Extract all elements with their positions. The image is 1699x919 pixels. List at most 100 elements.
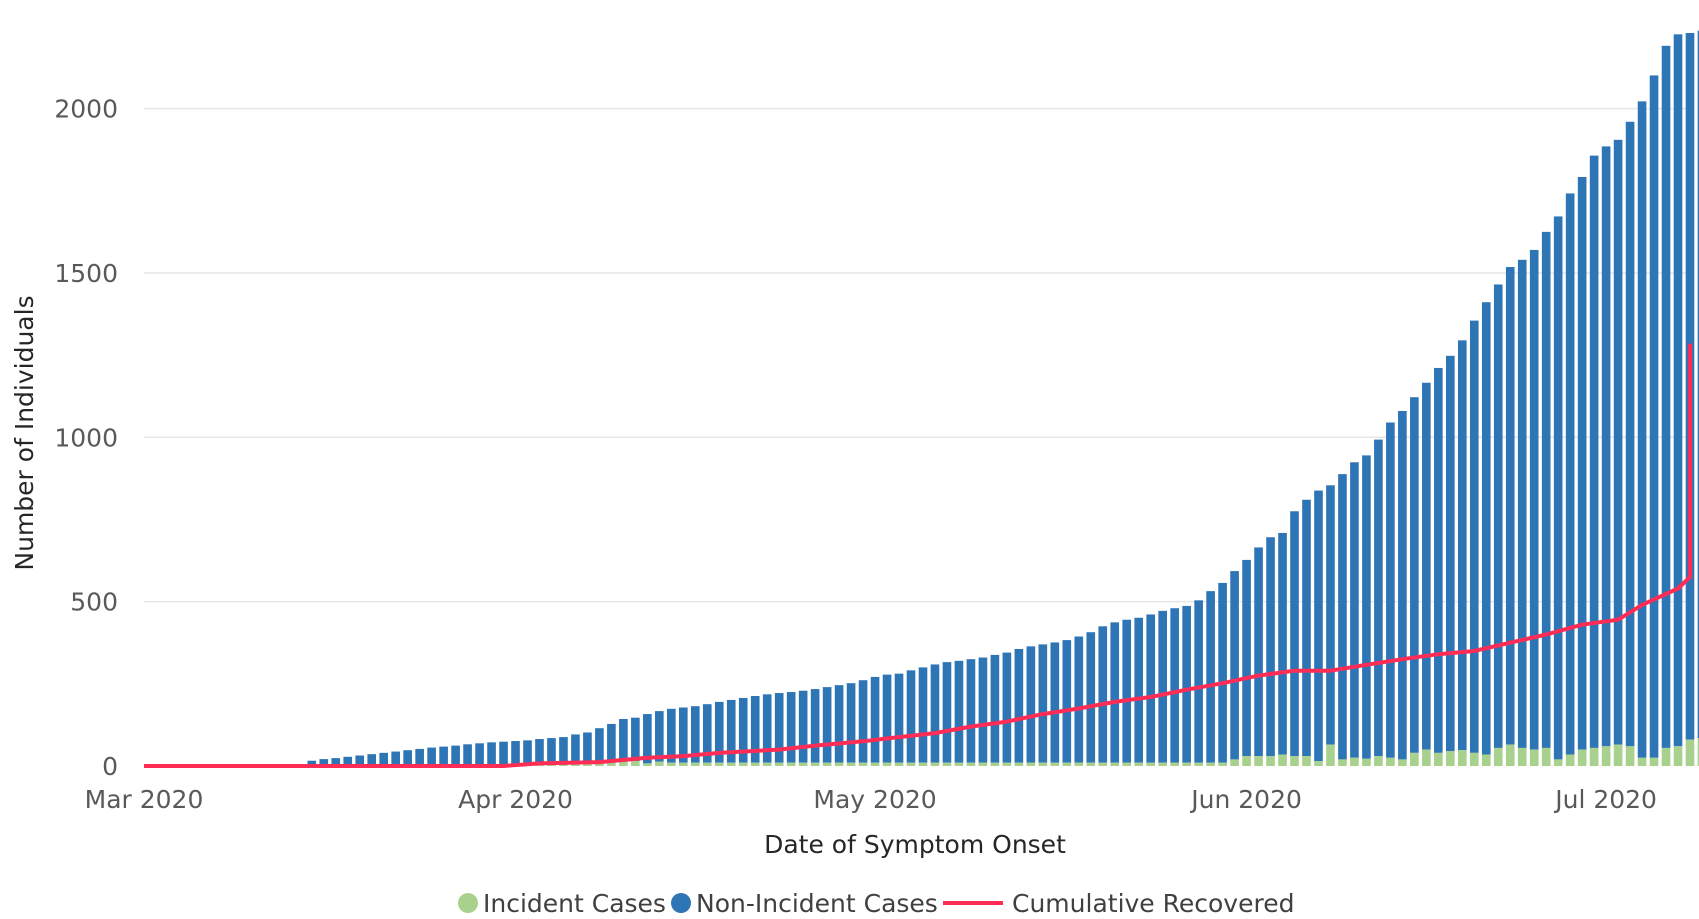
bar-non-incident bbox=[810, 689, 820, 763]
gridlines bbox=[144, 107, 1690, 603]
bar-incident bbox=[1302, 756, 1311, 766]
bar-incident bbox=[547, 765, 556, 766]
bar-non-incident bbox=[1493, 284, 1503, 748]
x-tick-label: Jul 2020 bbox=[1553, 785, 1657, 814]
bar-incident bbox=[1577, 749, 1587, 766]
bar-non-incident bbox=[738, 697, 748, 763]
bar-non-incident bbox=[655, 711, 664, 762]
bar-non-incident bbox=[1410, 397, 1419, 753]
bar-non-incident bbox=[1122, 619, 1132, 763]
bar-incident bbox=[810, 762, 820, 766]
bar-non-incident bbox=[786, 692, 796, 763]
bar-incident bbox=[1110, 762, 1120, 766]
bar-incident bbox=[1410, 752, 1419, 766]
x-tick-label: Apr 2020 bbox=[458, 785, 573, 814]
bar-non-incident bbox=[1434, 367, 1443, 753]
bar-incident bbox=[906, 762, 916, 766]
bar-non-incident bbox=[918, 667, 928, 763]
bar-non-incident bbox=[1314, 490, 1323, 762]
bar-non-incident bbox=[1613, 139, 1623, 745]
bar-incident bbox=[870, 762, 880, 766]
bar-incident bbox=[1014, 762, 1024, 766]
x-axis-ticks: Mar 2020 Apr 2020 May 2020 Jun 2020 Jul 2020 bbox=[85, 785, 1657, 814]
bar-non-incident bbox=[1457, 340, 1467, 751]
y-tick-label: 1000 bbox=[54, 423, 118, 452]
bar-incident bbox=[762, 762, 772, 766]
y-tick-label: 2000 bbox=[54, 95, 118, 124]
bar-non-incident bbox=[619, 718, 628, 761]
bar-non-incident bbox=[1290, 511, 1299, 757]
bar-non-incident bbox=[1002, 652, 1012, 763]
bar-incident bbox=[1314, 761, 1323, 766]
bar-non-incident bbox=[930, 664, 940, 763]
bar-incident bbox=[1697, 738, 1699, 766]
bar-incident bbox=[822, 762, 832, 766]
bar-incident bbox=[1445, 751, 1455, 766]
bar-non-incident bbox=[858, 680, 868, 763]
bar-non-incident bbox=[1038, 644, 1048, 763]
legend-incident-label: Incident Cases bbox=[483, 889, 666, 918]
bar-non-incident bbox=[678, 707, 688, 763]
bar-incident bbox=[954, 762, 964, 766]
legend: Incident Cases Non-Incident Cases Cumula… bbox=[458, 889, 1294, 918]
bar-incident bbox=[1122, 762, 1132, 766]
recovered-line-group bbox=[144, 343, 1692, 768]
bar-non-incident bbox=[1242, 559, 1251, 757]
bar-incident bbox=[966, 762, 976, 766]
bar-non-incident bbox=[631, 717, 640, 762]
bar-non-incident bbox=[643, 714, 652, 764]
bar-incident bbox=[930, 762, 940, 766]
bar-non-incident bbox=[319, 759, 329, 766]
bar-incident bbox=[1685, 739, 1695, 766]
bar-non-incident bbox=[511, 741, 520, 766]
y-tick-label: 500 bbox=[70, 588, 118, 617]
bar-incident bbox=[942, 762, 952, 766]
bar-incident bbox=[631, 761, 640, 766]
bar-non-incident bbox=[1086, 632, 1096, 763]
bar-non-incident bbox=[726, 699, 736, 763]
bar-incident bbox=[1194, 762, 1203, 766]
y-axis-ticks: 0 500 1000 1500 2000 bbox=[54, 95, 118, 781]
bar-non-incident bbox=[1218, 582, 1227, 763]
bar-incident bbox=[1637, 757, 1647, 766]
bar-non-incident bbox=[1074, 636, 1084, 763]
bar-non-incident bbox=[1517, 259, 1527, 748]
bar-non-incident bbox=[1553, 216, 1563, 760]
bar-non-incident bbox=[1422, 382, 1431, 750]
bar-incident bbox=[978, 762, 988, 766]
bar-incident bbox=[619, 760, 628, 766]
cumulative-recovered-line bbox=[144, 343, 1692, 768]
bar-incident bbox=[714, 762, 724, 766]
bar-incident bbox=[738, 762, 748, 766]
bar-non-incident bbox=[1541, 231, 1551, 748]
bar-non-incident bbox=[475, 743, 484, 766]
bar-non-incident bbox=[1661, 45, 1671, 748]
bar-incident bbox=[1589, 747, 1599, 766]
bar-non-incident bbox=[834, 685, 844, 763]
bar-incident bbox=[1493, 747, 1503, 766]
bar-non-incident bbox=[595, 728, 604, 762]
bar-incident bbox=[1422, 749, 1431, 766]
bar-non-incident bbox=[990, 654, 1000, 763]
bar-non-incident bbox=[1254, 547, 1263, 757]
bar-incident bbox=[1218, 762, 1227, 766]
bar-non-incident bbox=[894, 673, 904, 763]
bar-non-incident bbox=[1062, 640, 1072, 763]
x-tick-label: May 2020 bbox=[813, 785, 936, 814]
bar-incident bbox=[1146, 762, 1156, 766]
bar-incident bbox=[1038, 762, 1048, 766]
bar-non-incident bbox=[846, 683, 856, 763]
x-tick-label: Mar 2020 bbox=[85, 785, 204, 814]
bar-non-incident bbox=[882, 674, 892, 763]
bar-incident bbox=[1326, 744, 1335, 766]
bar-non-incident bbox=[1529, 249, 1539, 750]
legend-recovered-label: Cumulative Recovered bbox=[1012, 889, 1294, 918]
bar-incident bbox=[1242, 756, 1251, 766]
bar-incident bbox=[990, 762, 1000, 766]
bar-incident bbox=[1625, 746, 1635, 766]
bar-non-incident bbox=[307, 760, 317, 766]
bar-incident bbox=[1254, 756, 1263, 766]
bar-non-incident bbox=[1577, 176, 1587, 750]
bar-incident bbox=[1661, 747, 1671, 766]
